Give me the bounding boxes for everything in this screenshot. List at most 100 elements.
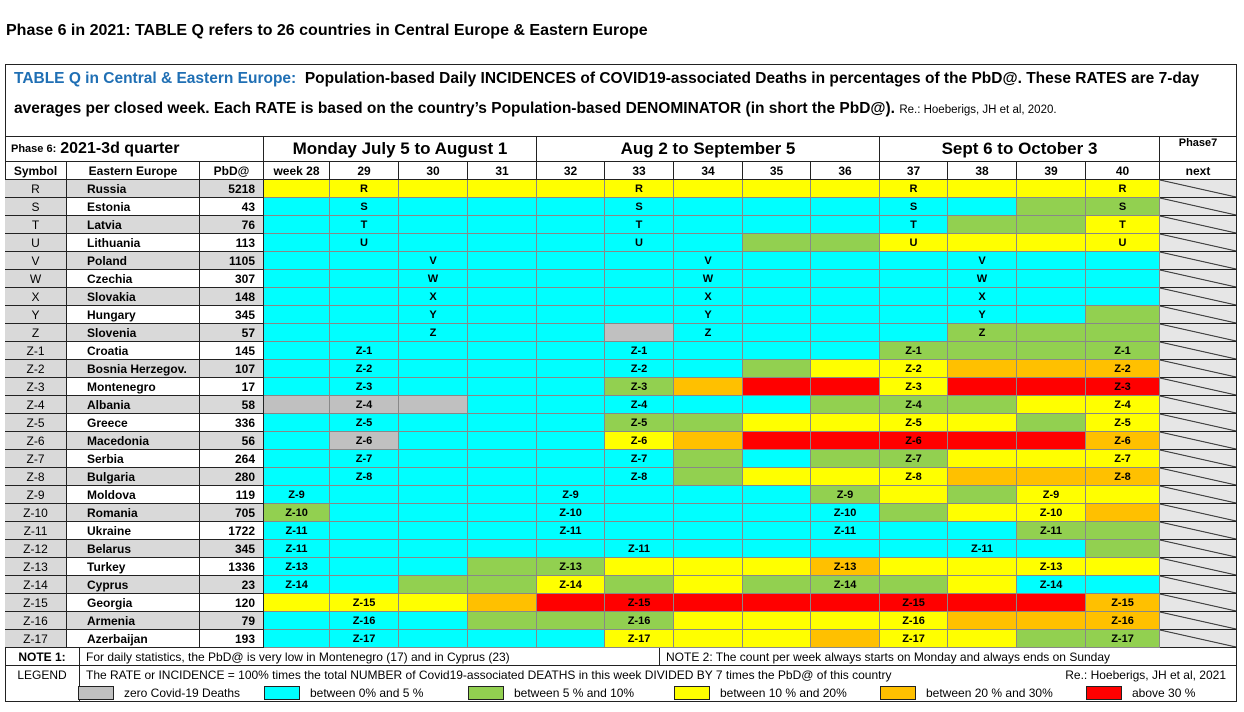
symbol: Z-9 — [5, 486, 67, 504]
rate-cell — [399, 378, 468, 396]
country: Armenia — [67, 612, 200, 630]
cell-label: Z-6 — [355, 434, 373, 447]
rate-cell — [330, 270, 399, 288]
rate-cell: Z-13 — [811, 558, 880, 576]
legend-item-text: zero Covid-19 Deaths — [124, 686, 241, 700]
pbd: 148 — [200, 288, 264, 306]
rate-cell: Z-16 — [1086, 612, 1160, 630]
symbol: R — [5, 180, 67, 198]
symbol: Z-15 — [5, 594, 67, 612]
rate-cell: Z-6 — [880, 432, 948, 450]
rate-cell — [264, 252, 330, 270]
rate-cell — [537, 468, 605, 486]
rate-cell — [264, 324, 330, 342]
country: Albania — [67, 396, 200, 414]
rate-cell: Z-5 — [1086, 414, 1160, 432]
cell-label: Z-5 — [630, 416, 648, 429]
rate-cell — [1017, 180, 1086, 198]
symbol: Y — [5, 306, 67, 324]
next-cell — [1160, 360, 1237, 378]
legend-item-text: above 30 % — [1132, 686, 1196, 700]
pbd: 113 — [200, 234, 264, 252]
rate-cell — [1017, 288, 1086, 306]
rate-cell: Z-13 — [1017, 558, 1086, 576]
rate-cell — [468, 468, 537, 486]
rate-cell — [948, 504, 1017, 522]
rate-cell: Z — [674, 324, 743, 342]
rate-cell — [537, 342, 605, 360]
rate-cell — [811, 360, 880, 378]
cell-label: R — [1118, 182, 1127, 195]
cell-label: Z-13 — [285, 560, 308, 573]
rate-cell: Z-14 — [811, 576, 880, 594]
next-cell — [1160, 468, 1237, 486]
rate-cell — [264, 234, 330, 252]
pbd: 1722 — [200, 522, 264, 540]
rate-cell — [537, 288, 605, 306]
cell-label: Z-8 — [905, 470, 922, 483]
pbd: 57 — [200, 324, 264, 342]
rate-cell — [880, 306, 948, 324]
rate-cell: Z-1 — [880, 342, 948, 360]
rate-cell — [264, 270, 330, 288]
rate-cell — [880, 324, 948, 342]
week-header: 37 — [880, 162, 948, 180]
cell-label: U — [1118, 236, 1127, 249]
rate-cell — [743, 396, 811, 414]
rate-cell — [948, 360, 1017, 378]
cell-label: X — [704, 290, 712, 303]
legend-swatch — [78, 686, 114, 700]
heading-lead: TABLE Q in Central & Eastern Europe: — [14, 70, 297, 87]
cell-label: Z-3 — [1114, 380, 1131, 393]
page-title: Phase 6 in 2021: TABLE Q refers to 26 co… — [6, 22, 648, 39]
pbd: 705 — [200, 504, 264, 522]
next-cell — [1160, 486, 1237, 504]
cell-label: Z-5 — [1114, 416, 1131, 429]
rate-cell — [399, 504, 468, 522]
cell-label: Z-4 — [905, 398, 922, 411]
next-cell — [1160, 180, 1237, 198]
rate-cell — [264, 414, 330, 432]
cell-label: U — [635, 236, 643, 249]
rate-cell — [674, 540, 743, 558]
rate-cell — [743, 324, 811, 342]
rate-cell — [674, 576, 743, 594]
symbol: Z-3 — [5, 378, 67, 396]
rate-cell — [743, 252, 811, 270]
rate-cell: Z-7 — [605, 450, 674, 468]
rate-cell — [330, 522, 399, 540]
rate-cell — [264, 396, 330, 414]
country: Belarus — [67, 540, 200, 558]
week-header: 32 — [537, 162, 605, 180]
rate-cell — [468, 360, 537, 378]
rate-cell: Z-3 — [330, 378, 399, 396]
rate-cell — [537, 234, 605, 252]
rate-cell — [1086, 540, 1160, 558]
next-cell — [1160, 306, 1237, 324]
rate-cell — [468, 414, 537, 432]
rate-cell: Z-5 — [330, 414, 399, 432]
rate-cell — [264, 378, 330, 396]
cell-label: T — [1119, 218, 1126, 231]
week-header: 31 — [468, 162, 537, 180]
cell-label: Z-5 — [355, 416, 373, 429]
legend-area — [80, 684, 1237, 702]
cell-label: Z — [704, 326, 712, 339]
rate-cell: Z-4 — [880, 396, 948, 414]
rate-cell — [743, 270, 811, 288]
rate-cell — [537, 378, 605, 396]
rate-cell: Z-7 — [880, 450, 948, 468]
rate-cell — [537, 180, 605, 198]
country: Croatia — [67, 342, 200, 360]
rate-cell — [1017, 324, 1086, 342]
rate-cell — [468, 342, 537, 360]
rate-cell: Z-3 — [605, 378, 674, 396]
rate-cell — [264, 216, 330, 234]
symbol: V — [5, 252, 67, 270]
rate-cell — [605, 486, 674, 504]
rate-cell — [1086, 324, 1160, 342]
heading-text: Population-based Daily INCIDENCES of COV… — [14, 70, 1200, 117]
rate-cell — [811, 396, 880, 414]
rate-cell: Z-15 — [605, 594, 674, 612]
